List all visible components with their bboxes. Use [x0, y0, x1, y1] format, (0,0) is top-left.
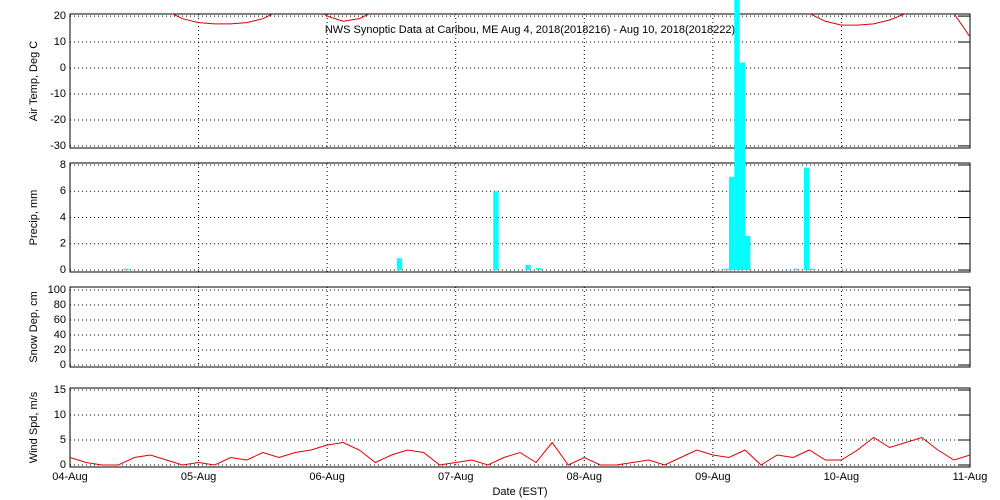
y-tick-label: 4: [60, 211, 66, 223]
y-tick-label: 80: [54, 299, 66, 311]
data-line: [171, 14, 970, 38]
y-tick-label: 10: [54, 409, 66, 421]
y-tick-label: 6: [60, 185, 66, 197]
x-tick-label: 04-Aug: [52, 471, 87, 483]
data-line: [70, 436, 970, 466]
bar: [809, 268, 815, 271]
bar: [739, 62, 745, 271]
y-axis-label: Snow Dep, cm: [28, 291, 40, 363]
y-axis-label: Precip, mm: [28, 190, 40, 246]
bar: [745, 235, 751, 271]
plot-frame: [69, 13, 971, 149]
y-tick-label: 100: [48, 284, 66, 296]
y-tick-label: 0: [60, 264, 66, 276]
y-axis-label: Wind Spd, m/s: [28, 391, 40, 463]
bar: [536, 268, 542, 271]
bar: [123, 268, 129, 271]
y-tick-label: 5: [60, 434, 66, 446]
y-tick-label: 60: [54, 314, 66, 326]
chart-title: NWS Synoptic Data at Caribou, ME Aug 4, …: [325, 24, 735, 36]
bar: [728, 176, 735, 271]
y-tick-label: 40: [54, 329, 66, 341]
y-axis-label: Air Temp, Deg C: [28, 41, 40, 122]
y-tick-label: 0: [60, 62, 66, 74]
bar: [803, 167, 810, 271]
x-axis-label: Date (EST): [492, 486, 547, 498]
bar: [734, 0, 740, 271]
y-tick-label: 15: [54, 384, 66, 396]
y-tick-label: 0: [60, 459, 66, 471]
x-tick-label: 06-Aug: [309, 471, 344, 483]
y-tick-label: 20: [54, 344, 66, 356]
y-tick-label: 2: [60, 238, 66, 250]
y-tick-label: -30: [50, 140, 66, 152]
plot-frame: [69, 387, 971, 468]
y-tick-label: 20: [54, 10, 66, 22]
x-tick-label: 05-Aug: [181, 471, 216, 483]
bar: [396, 258, 403, 271]
plot-frame: [69, 286, 971, 368]
plot-frame: [69, 162, 971, 273]
y-tick-label: 0: [60, 359, 66, 371]
y-tick-label: 10: [54, 36, 66, 48]
y-tick-label: -20: [50, 114, 66, 126]
y-tick-label: 8: [60, 159, 66, 171]
x-tick-label: 09-Aug: [695, 471, 730, 483]
x-tick-label: 11-Aug: [953, 471, 988, 483]
x-tick-label: 07-Aug: [438, 471, 473, 483]
bar: [525, 264, 531, 271]
x-tick-label: 08-Aug: [567, 471, 602, 483]
y-tick-label: -10: [50, 88, 66, 100]
bar: [723, 268, 729, 271]
bar: [493, 191, 499, 271]
x-tick-label: 10-Aug: [824, 471, 859, 483]
bar: [793, 268, 799, 271]
